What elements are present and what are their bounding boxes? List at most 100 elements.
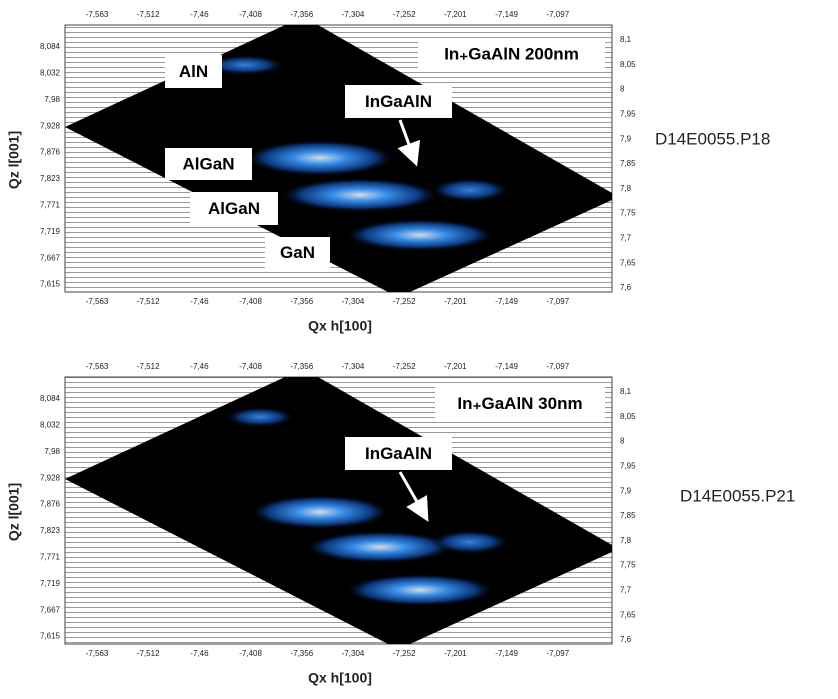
x-tick-bottom: -7,356 <box>290 649 313 658</box>
y-tick-left: 7,667 <box>40 253 61 262</box>
y-tick-right: 7,9 <box>620 486 632 495</box>
y-tick-right: 7,85 <box>620 511 636 520</box>
arrow <box>397 119 421 167</box>
x-tick-bottom: -7,512 <box>137 297 160 306</box>
x-tick-bottom: -7,46 <box>190 649 209 658</box>
y-tick-left: 7,928 <box>40 473 61 482</box>
x-tick-top: -7,304 <box>342 10 365 19</box>
x-tick-top: -7,252 <box>393 10 416 19</box>
y-tick-left: 8,084 <box>40 42 61 51</box>
y-tick-right: 7,8 <box>620 536 632 545</box>
x-tick-top: -7,097 <box>546 10 569 19</box>
title-box-box <box>418 38 605 70</box>
diffraction-peak <box>430 178 510 202</box>
y-tick-right: 7,65 <box>620 610 636 619</box>
diffraction-peak <box>345 574 495 606</box>
y-tick-left: 7,771 <box>40 201 61 210</box>
y-tick-left: 7,98 <box>44 95 60 104</box>
y-tick-left: 8,032 <box>40 421 61 430</box>
peak-label-box <box>265 237 330 268</box>
x-tick-top: -7,097 <box>546 362 569 371</box>
diffraction-peak <box>250 495 390 529</box>
title-box: In₊GaAlN 30nm <box>457 394 582 413</box>
x-tick-top: -7,563 <box>86 362 109 371</box>
y-tick-left: 7,615 <box>40 280 61 289</box>
diffraction-peak <box>205 55 285 75</box>
peak-label-box <box>165 148 252 180</box>
y-tick-right: 8,05 <box>620 412 636 421</box>
diffraction-peak <box>280 178 440 212</box>
diffraction-peak <box>305 531 455 563</box>
y-tick-left: 7,771 <box>40 553 61 562</box>
diffraction-peak <box>225 407 295 427</box>
y-tick-right: 7,75 <box>620 561 636 570</box>
x-tick-top: -7,563 <box>86 10 109 19</box>
diffraction-peak <box>345 219 495 251</box>
y-tick-left: 7,876 <box>40 500 61 509</box>
x-tick-top: -7,408 <box>239 10 262 19</box>
arrow-label: InGaAlN <box>365 92 432 111</box>
x-tick-top: -7,201 <box>444 362 467 371</box>
y-tick-right: 7,95 <box>620 462 636 471</box>
x-tick-bottom: -7,356 <box>290 297 313 306</box>
peak-label-box <box>165 55 222 88</box>
x-tick-top: -7,149 <box>495 362 518 371</box>
y-tick-left: 7,928 <box>40 121 61 130</box>
x-tick-top: -7,46 <box>190 10 209 19</box>
x-tick-top: -7,201 <box>444 10 467 19</box>
title-box: In₊GaAlN 200nm <box>444 44 579 63</box>
y-tick-right: 7,7 <box>620 586 632 595</box>
peak-label-box <box>190 192 278 225</box>
y-tick-left: 7,667 <box>40 605 61 614</box>
x-tick-bottom: -7,149 <box>495 297 518 306</box>
x-tick-bottom: -7,512 <box>137 649 160 658</box>
x-axis-label: Qx h[100] <box>308 318 372 334</box>
x-tick-top: -7,356 <box>290 10 313 19</box>
y-tick-right: 8,05 <box>620 60 636 69</box>
y-tick-right: 7,95 <box>620 110 636 119</box>
x-tick-bottom: -7,149 <box>495 649 518 658</box>
arrow-label-box <box>345 85 452 118</box>
x-tick-bottom: -7,097 <box>546 649 569 658</box>
y-tick-left: 8,084 <box>40 394 61 403</box>
y-tick-right: 7,75 <box>620 209 636 218</box>
x-tick-bottom: -7,563 <box>86 297 109 306</box>
x-tick-bottom: -7,304 <box>342 649 365 658</box>
diffraction-peak <box>245 140 395 176</box>
y-tick-left: 8,032 <box>40 69 61 78</box>
y-tick-left: 7,823 <box>40 174 61 183</box>
y-axis-label: Qz l[001] <box>6 483 22 541</box>
x-tick-bottom: -7,304 <box>342 297 365 306</box>
sample-id: D14E0055.P18 <box>655 129 770 148</box>
x-tick-bottom: -7,46 <box>190 297 209 306</box>
arrow-label: InGaAlN <box>365 444 432 463</box>
y-tick-right: 7,6 <box>620 283 632 292</box>
x-tick-top: -7,149 <box>495 10 518 19</box>
y-axis-label: Qz l[001] <box>6 131 22 189</box>
x-tick-bottom: -7,563 <box>86 649 109 658</box>
y-tick-right: 7,85 <box>620 159 636 168</box>
y-tick-right: 8 <box>620 437 625 446</box>
y-tick-left: 7,615 <box>40 632 61 641</box>
y-tick-right: 8 <box>620 85 625 94</box>
arrow-label-box <box>345 437 452 470</box>
peak-label: GaN <box>280 243 315 262</box>
y-tick-left: 7,719 <box>40 579 61 588</box>
y-tick-right: 7,9 <box>620 134 632 143</box>
x-tick-top: -7,356 <box>290 362 313 371</box>
y-tick-right: 7,8 <box>620 184 632 193</box>
x-tick-bottom: -7,252 <box>393 297 416 306</box>
x-tick-top: -7,46 <box>190 362 209 371</box>
x-tick-bottom: -7,408 <box>239 649 262 658</box>
x-tick-bottom: -7,201 <box>444 297 467 306</box>
y-tick-right: 7,65 <box>620 258 636 267</box>
peak-label: AlN <box>179 62 208 81</box>
y-tick-right: 8,1 <box>620 35 632 44</box>
x-tick-top: -7,408 <box>239 362 262 371</box>
sample-id: D14E0055.P21 <box>680 486 795 505</box>
x-tick-top: -7,512 <box>137 362 160 371</box>
x-tick-bottom: -7,201 <box>444 649 467 658</box>
y-tick-left: 7,876 <box>40 148 61 157</box>
title-box-box <box>435 387 605 420</box>
